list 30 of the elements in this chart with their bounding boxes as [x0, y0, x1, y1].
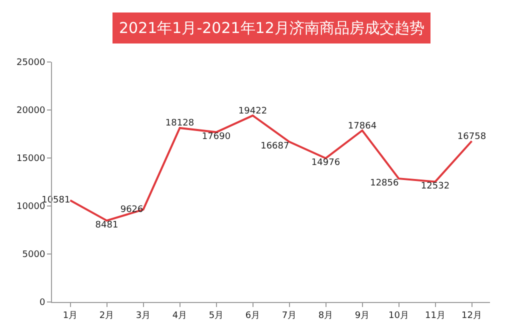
x-tick-label: 2月	[99, 310, 114, 321]
data-label: 12532	[420, 181, 450, 192]
x-tick-label: 8月	[318, 310, 334, 321]
data-label: 17864	[348, 121, 377, 132]
x-tick-label: 11月	[425, 310, 446, 321]
data-label: 9626	[120, 204, 144, 215]
x-tick-label: 3月	[136, 310, 151, 321]
y-tick-label: 5000	[22, 250, 46, 260]
chart-title: 2021年1月-2021年12月济南商品房成交趋势	[119, 19, 424, 37]
y-tick-label: 20000	[16, 106, 46, 116]
y-tick-label: 25000	[16, 58, 46, 68]
data-label: 12856	[370, 178, 400, 188]
x-tick-label: 5月	[208, 310, 224, 321]
y-tick-label: 10000	[16, 202, 46, 212]
data-label: 8481	[95, 220, 118, 230]
x-tick-label: 9月	[354, 310, 370, 321]
data-label: 14976	[311, 158, 340, 168]
x-tick-label: 7月	[282, 310, 297, 321]
data-label: 16758	[457, 132, 486, 142]
data-label: 18128	[165, 118, 194, 129]
x-tick-label: 6月	[245, 310, 260, 321]
y-tick-label: 0	[39, 298, 46, 308]
x-tick-label: 10月	[388, 310, 409, 321]
y-tick-label: 15000	[16, 154, 46, 164]
x-tick-label: 1月	[62, 310, 78, 321]
data-label: 17690	[202, 132, 231, 142]
data-label: 19422	[238, 106, 268, 116]
x-tick-label: 12月	[462, 310, 482, 321]
x-tick-label: 4月	[172, 310, 188, 321]
data-label: 16687	[260, 142, 290, 152]
